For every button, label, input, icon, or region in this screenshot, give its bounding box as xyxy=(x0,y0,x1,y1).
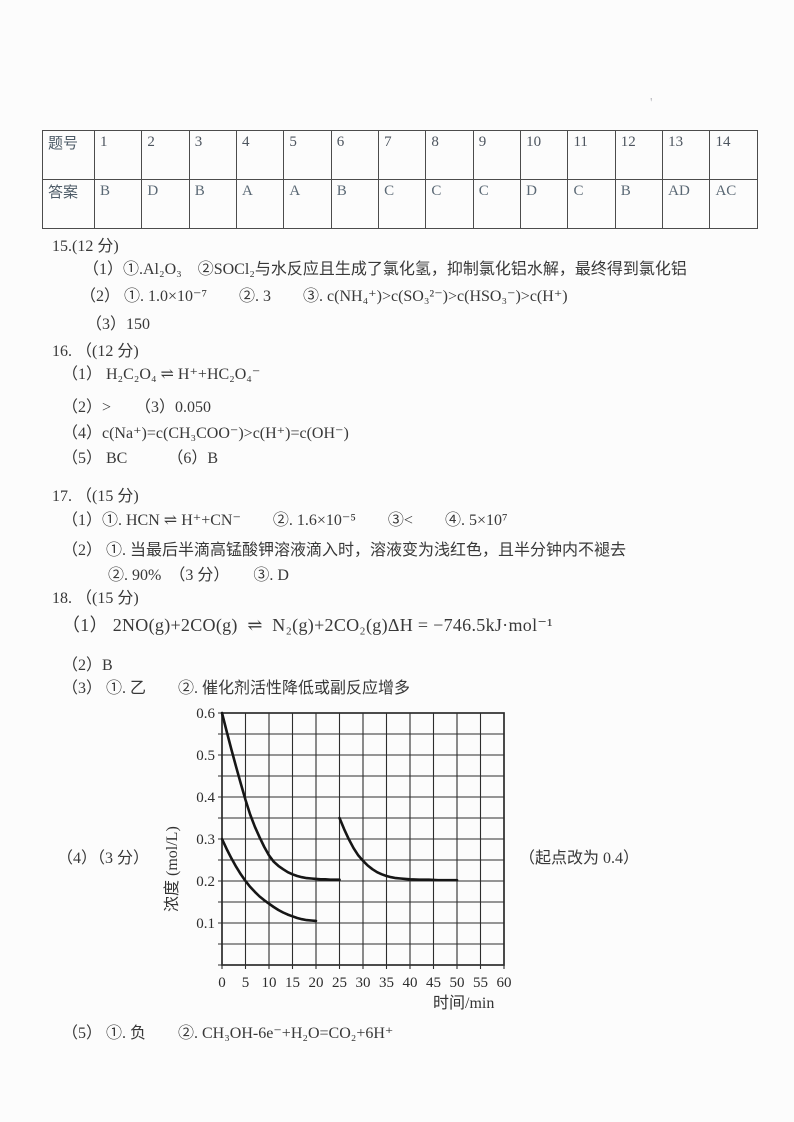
chart-canvas: 0 5 10 15 20 25 30 35 40 45 50 55 60 0.1 0.2 0.3 0.4 0.5 0… xyxy=(196,706,512,991)
q15-answer-2: （2） ①. 1.0×10⁻⁷ ②. 3 ③. c(NH₄⁺)>c(SO₃²⁻)… xyxy=(80,288,568,305)
answer-cell: C xyxy=(425,179,474,229)
svg-text:40: 40 xyxy=(403,975,418,991)
q17-answer-2: （2） ①. 当最后半滴高锰酸钾溶液滴入时，溶液变为浅红色，且半分钟内不褪去 xyxy=(62,542,627,559)
question-number-cell: 13 xyxy=(662,130,711,180)
q17-answer-1: （1）①. HCN ⇌ H⁺+CN⁻ ②. 1.6×10⁻⁵ ③< ④. 5×1… xyxy=(62,512,508,529)
q18-answer-2: （2）B xyxy=(62,657,113,674)
answer-label: 答案 xyxy=(42,179,95,229)
svg-text:0.1: 0.1 xyxy=(196,916,215,932)
answer-cell: A xyxy=(283,179,332,229)
svg-text:0.5: 0.5 xyxy=(196,748,215,764)
question-number-cell: 9 xyxy=(472,130,522,180)
question-number-cell: 8 xyxy=(425,130,474,180)
q18-answer-1-equation: （1） 2NO(g)+2CO(g) ⇌ N₂(g)+2CO₂(g)ΔH = −7… xyxy=(62,615,553,635)
svg-text:15: 15 xyxy=(285,975,300,991)
svg-text:45: 45 xyxy=(426,975,441,991)
svg-text:0.3: 0.3 xyxy=(196,832,215,848)
q17-title: 17. （(15 分) xyxy=(52,488,139,505)
q18-answer-4-label: （4）（3 分） xyxy=(57,850,150,867)
q18-title: 18. （(15 分) xyxy=(52,590,139,607)
answer-cell: AC xyxy=(709,179,758,229)
question-number-cell: 3 xyxy=(188,130,238,180)
answer-table: 题号 1 2 3 4 5 6 7 8 9 10 11 12 13 14 答案 B… xyxy=(42,130,758,229)
chart-x-axis-label: 时间/min xyxy=(433,995,495,1012)
q16-answer-3: （4）c(Na⁺)=c(CH₃COO⁻)>c(H⁺)=c(OH⁻) xyxy=(62,425,349,442)
q18-answer-5: （5） ①. 负 ②. CH₃OH-6e⁻+H₂O=CO₂+6H⁺ xyxy=(62,1025,394,1042)
answer-table-header-row: 题号 1 2 3 4 5 6 7 8 9 10 11 12 13 14 xyxy=(42,130,758,180)
svg-text:0.2: 0.2 xyxy=(196,874,215,890)
question-number-cell: 7 xyxy=(378,130,427,180)
answer-cell: C xyxy=(567,179,616,229)
answer-cell: B xyxy=(93,179,143,229)
q16-answer-1: （1） H₂C₂O₄ ⇌ H⁺+HC₂O₄⁻ xyxy=(62,366,261,383)
answer-cell: C xyxy=(378,179,427,229)
q16-answer-2: （2）> （3）0.050 xyxy=(62,399,212,416)
question-number-cell: 5 xyxy=(283,130,332,180)
svg-text:10: 10 xyxy=(262,975,277,991)
svg-text:60: 60 xyxy=(497,975,512,991)
question-number-cell: 1 xyxy=(93,130,143,180)
question-number-cell: 2 xyxy=(141,130,190,180)
answer-cell: B xyxy=(330,179,380,229)
answer-cell: B xyxy=(188,179,238,229)
question-number-cell: 12 xyxy=(614,130,664,180)
q16-title: 16. （(12 分) xyxy=(52,343,139,360)
q16-answer-4: （5） BC （6）B xyxy=(62,450,219,467)
chart-y-axis-label: 浓度 (mol/L) xyxy=(164,826,181,912)
question-number-cell: 4 xyxy=(236,130,285,180)
answer-cell: D xyxy=(141,179,190,229)
answer-cell: AD xyxy=(662,179,711,229)
q18-answer-3: （3） ①. 乙 ②. 催化剂活性降低或副反应增多 xyxy=(62,680,411,697)
svg-text:35: 35 xyxy=(379,975,394,991)
answer-cell: A xyxy=(236,179,285,229)
question-number-label: 题号 xyxy=(42,130,95,180)
concentration-time-chart: 0 5 10 15 20 25 30 35 40 45 50 55 60 0.1 0.2 0.3 0.4 0.5 0… xyxy=(150,695,610,1025)
svg-text:0.6: 0.6 xyxy=(196,706,215,722)
stray-scan-mark: ' xyxy=(650,96,653,111)
question-number-cell: 6 xyxy=(330,130,380,180)
svg-text:20: 20 xyxy=(309,975,324,991)
svg-text:0: 0 xyxy=(218,975,226,991)
q17-answer-3: ②. 90% （3 分） ③. D xyxy=(108,567,289,584)
svg-text:25: 25 xyxy=(332,975,347,991)
answer-table-answer-row: 答案 B D B A A B C C C D C B AD AC xyxy=(42,179,758,229)
answer-cell: D xyxy=(520,179,569,229)
question-number-cell: 14 xyxy=(709,130,758,180)
svg-text:30: 30 xyxy=(356,975,371,991)
answer-cell: C xyxy=(472,179,522,229)
svg-text:5: 5 xyxy=(242,975,250,991)
svg-text:50: 50 xyxy=(450,975,465,991)
answer-cell: B xyxy=(614,179,664,229)
q15-answer-1: （1）①.Al₂O₃ ②SOCl₂与水反应且生成了氯化氢，抑制氯化铝水解，最终得… xyxy=(83,261,687,278)
question-number-cell: 11 xyxy=(567,130,616,180)
svg-text:55: 55 xyxy=(473,975,488,991)
question-number-cell: 10 xyxy=(520,130,569,180)
q15-answer-3: （3）150 xyxy=(86,316,151,333)
svg-text:0.4: 0.4 xyxy=(196,790,215,806)
q15-title: 15.(12 分) xyxy=(52,238,119,255)
q18-answer-4-note: （起点改为 0.4） xyxy=(519,850,640,867)
